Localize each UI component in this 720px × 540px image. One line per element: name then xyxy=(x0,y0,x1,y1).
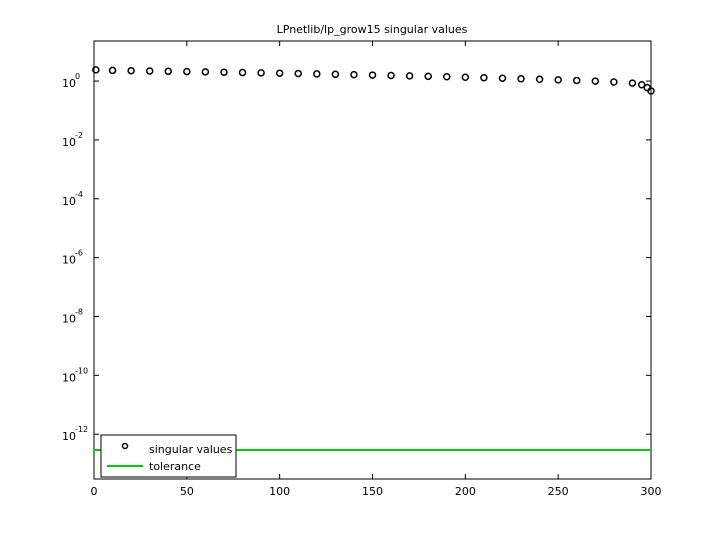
x-tick-label: 200 xyxy=(455,485,476,498)
x-tick-label: 0 xyxy=(91,485,98,498)
data-point xyxy=(610,78,618,86)
data-point xyxy=(647,87,655,95)
data-point xyxy=(637,80,646,89)
data-point xyxy=(387,71,395,80)
data-point xyxy=(92,66,100,74)
data-point xyxy=(257,69,265,77)
data-point xyxy=(294,69,302,78)
x-tick-label: 150 xyxy=(362,485,383,498)
y-tick-exponent: -6 xyxy=(75,249,83,258)
data-point xyxy=(275,69,284,77)
y-tick-label: 10 xyxy=(62,371,76,384)
data-point xyxy=(201,68,210,76)
y-tick-exponent: -4 xyxy=(75,190,83,199)
x-tick-label: 250 xyxy=(548,485,569,498)
data-point xyxy=(535,75,544,84)
data-point xyxy=(424,72,432,81)
y-tick-label: 10 xyxy=(62,254,76,267)
data-point xyxy=(331,70,340,79)
data-point xyxy=(220,68,228,76)
data-point xyxy=(443,73,451,81)
data-point xyxy=(628,79,637,87)
data-point xyxy=(183,67,191,76)
y-tick-exponent: -12 xyxy=(75,425,88,434)
data-point xyxy=(350,70,358,79)
y-tick-exponent: -10 xyxy=(75,366,88,375)
legend-label: singular values xyxy=(149,443,233,456)
x-tick-label: 300 xyxy=(641,485,662,498)
data-point xyxy=(554,76,562,84)
y-tick-exponent: 0 xyxy=(75,72,80,81)
data-point xyxy=(313,70,321,78)
legend-box xyxy=(100,434,237,478)
y-tick-label: 10 xyxy=(62,136,76,149)
data-point xyxy=(572,76,581,85)
y-tick-label: 10 xyxy=(62,195,76,208)
data-point xyxy=(108,66,117,75)
data-point xyxy=(164,67,173,76)
legend-label: tolerance xyxy=(149,460,201,473)
legend-swatch xyxy=(121,442,129,450)
data-point xyxy=(591,77,600,85)
y-tick-label: 10 xyxy=(62,312,76,325)
data-point xyxy=(368,71,377,79)
data-point xyxy=(145,67,154,75)
chart-title: LPnetlib/lp_grow15 singular values xyxy=(277,23,468,36)
x-tick-label: 50 xyxy=(180,485,194,498)
y-tick-label: 10 xyxy=(62,430,76,443)
y-tick-label: 10 xyxy=(62,77,76,90)
data-point xyxy=(480,73,488,82)
y-tick-exponent: -8 xyxy=(75,307,83,316)
data-point xyxy=(405,72,414,80)
data-point xyxy=(517,74,525,83)
data-point xyxy=(127,66,135,75)
data-point xyxy=(498,74,507,82)
y-tick-exponent: -2 xyxy=(75,131,83,140)
data-point xyxy=(238,68,247,77)
data-point xyxy=(461,73,470,81)
x-tick-label: 100 xyxy=(269,485,290,498)
